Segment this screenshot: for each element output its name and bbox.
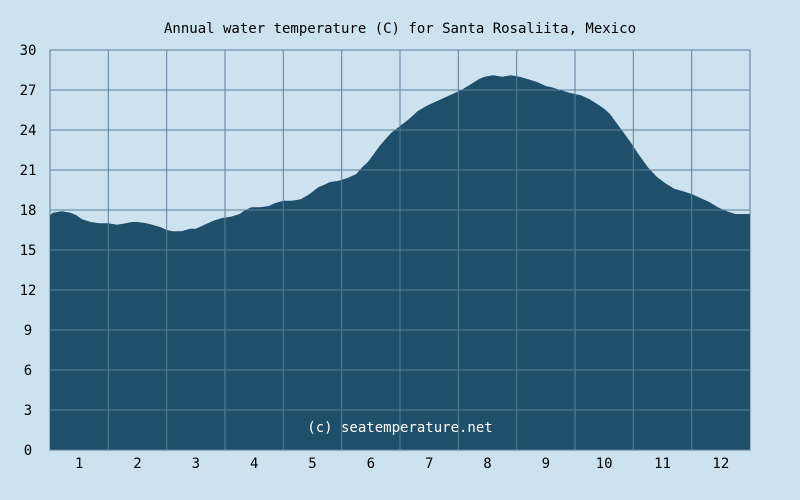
watermark-text: (c) seatemperature.net: [307, 420, 492, 436]
y-tick-label: 9: [24, 323, 32, 339]
chart-title: Annual water temperature (C) for Santa R…: [164, 21, 636, 37]
x-tick-label: 8: [483, 456, 491, 472]
grid-layer: [50, 49, 750, 451]
x-tick-label: 2: [133, 456, 141, 472]
x-tick-label: 1: [75, 456, 83, 472]
x-tick-label: 7: [425, 456, 433, 472]
y-tick-label: 3: [24, 403, 32, 419]
y-tick-label: 27: [20, 83, 37, 99]
x-tick-label: 9: [542, 456, 550, 472]
y-tick-label: 24: [20, 123, 37, 139]
x-axis-ticks: 1 2 3 4 5 6 7 8 9 10 11 12: [75, 456, 729, 472]
y-tick-label: 0: [24, 443, 32, 459]
y-tick-label: 21: [20, 163, 37, 179]
y-axis-ticks: 0 3 6 9 12 15 18 21 24 27 30: [20, 43, 37, 459]
y-tick-label: 15: [20, 243, 37, 259]
x-tick-label: 6: [367, 456, 375, 472]
y-tick-label: 12: [20, 283, 37, 299]
x-tick-label: 5: [308, 456, 316, 472]
y-tick-label: 6: [24, 363, 32, 379]
x-tick-label: 10: [596, 456, 613, 472]
y-tick-label: 18: [20, 203, 37, 219]
x-tick-label: 11: [654, 456, 671, 472]
x-tick-label: 3: [192, 456, 200, 472]
x-tick-label: 12: [712, 456, 729, 472]
x-tick-label: 4: [250, 456, 258, 472]
y-tick-label: 30: [20, 43, 37, 59]
